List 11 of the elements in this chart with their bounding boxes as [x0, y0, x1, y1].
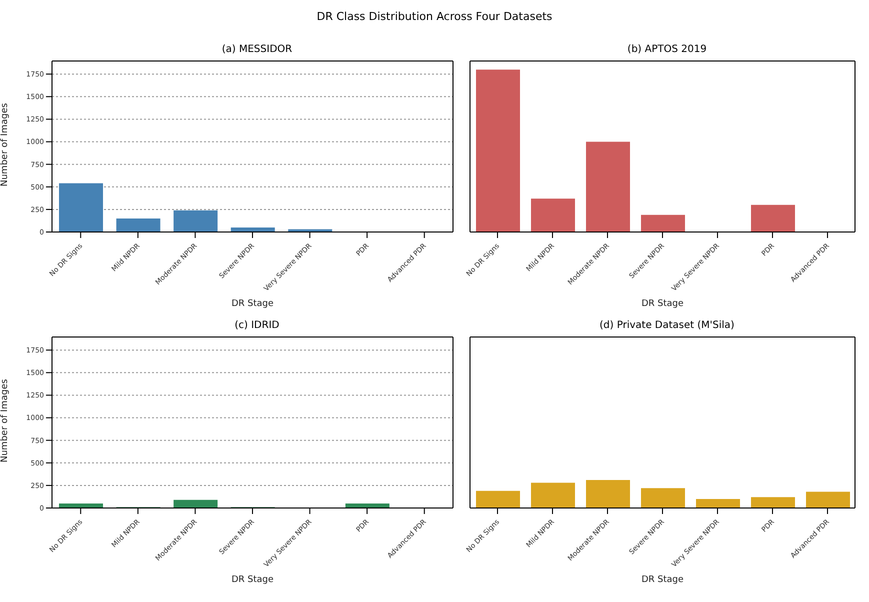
x-axis-title: DR Stage [231, 575, 274, 585]
chart-title: (d) Private Dataset (M'Sila) [598, 320, 736, 333]
chart-title: (c) IDRID [234, 320, 280, 333]
y-axis-title: Number of Images [0, 378, 10, 462]
x-axis-title: DR Stage [641, 575, 684, 585]
chart-title: (a) MESSIDOR [220, 44, 294, 57]
x-axis-title: DR Stage [231, 299, 274, 309]
y-axis-title: Number of Images [0, 102, 10, 186]
x-axis-title: DR Stage [641, 299, 684, 309]
text: DR Class Distribution Across Four Datasets [316, 10, 554, 23]
chart-title: (b) APTOS 2019 [626, 44, 708, 57]
